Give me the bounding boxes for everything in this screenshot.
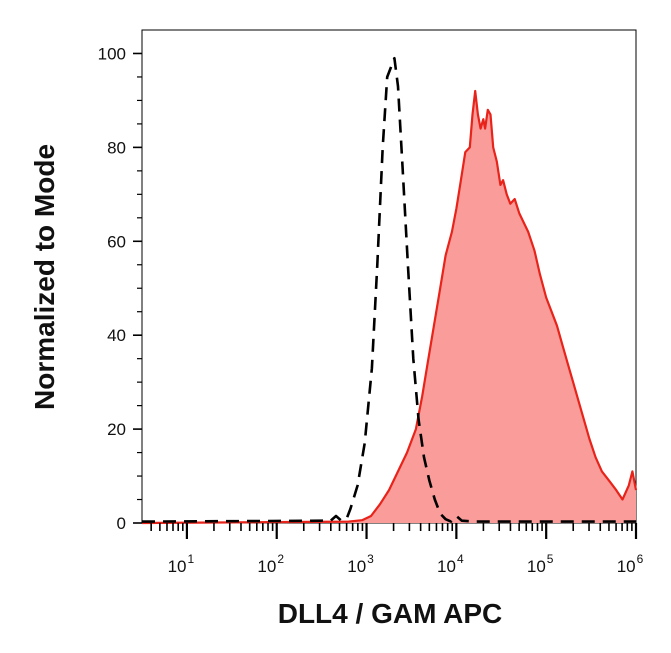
y-tick-label: 20 xyxy=(107,420,126,439)
y-tick-label: 40 xyxy=(107,326,126,345)
x-tick-exponent: 1 xyxy=(188,552,195,566)
y-tick-label: 80 xyxy=(107,138,126,157)
x-tick-base: 10 xyxy=(617,557,636,576)
y-tick-label: 100 xyxy=(98,44,126,63)
x-tick-base: 10 xyxy=(347,557,366,576)
series-dll4-area xyxy=(142,91,636,523)
x-tick-base: 10 xyxy=(257,557,276,576)
series-layer xyxy=(141,56,638,525)
series-control-dashed-line xyxy=(141,56,636,523)
x-tick-base: 10 xyxy=(527,557,546,576)
x-tick-label: 105 xyxy=(527,552,554,576)
series-dll4-line xyxy=(141,89,638,525)
x-tick-label: 102 xyxy=(257,552,284,576)
x-tick-label: 101 xyxy=(168,552,195,576)
x-tick-label: 104 xyxy=(437,552,464,576)
x-tick-label: 103 xyxy=(347,552,374,576)
x-tick-exponent: 3 xyxy=(367,552,374,566)
x-tick-exponent: 2 xyxy=(277,552,284,566)
x-tick-base: 10 xyxy=(168,557,187,576)
x-axis: 101 102 103 104 105 106 xyxy=(150,523,644,576)
y-axis-title: Normalized to Mode xyxy=(29,144,60,410)
x-axis-title: DLL4 / GAM APC xyxy=(278,598,503,629)
x-tick-label: 106 xyxy=(617,552,644,576)
x-tick-exponent: 6 xyxy=(637,552,644,566)
y-tick-label: 60 xyxy=(107,232,126,251)
x-tick-exponent: 5 xyxy=(547,552,554,566)
x-tick-base: 10 xyxy=(437,557,456,576)
y-tick-label: 0 xyxy=(117,514,126,533)
y-axis: 0 20 40 60 80 100 xyxy=(98,44,142,533)
x-tick-exponent: 4 xyxy=(457,552,464,566)
